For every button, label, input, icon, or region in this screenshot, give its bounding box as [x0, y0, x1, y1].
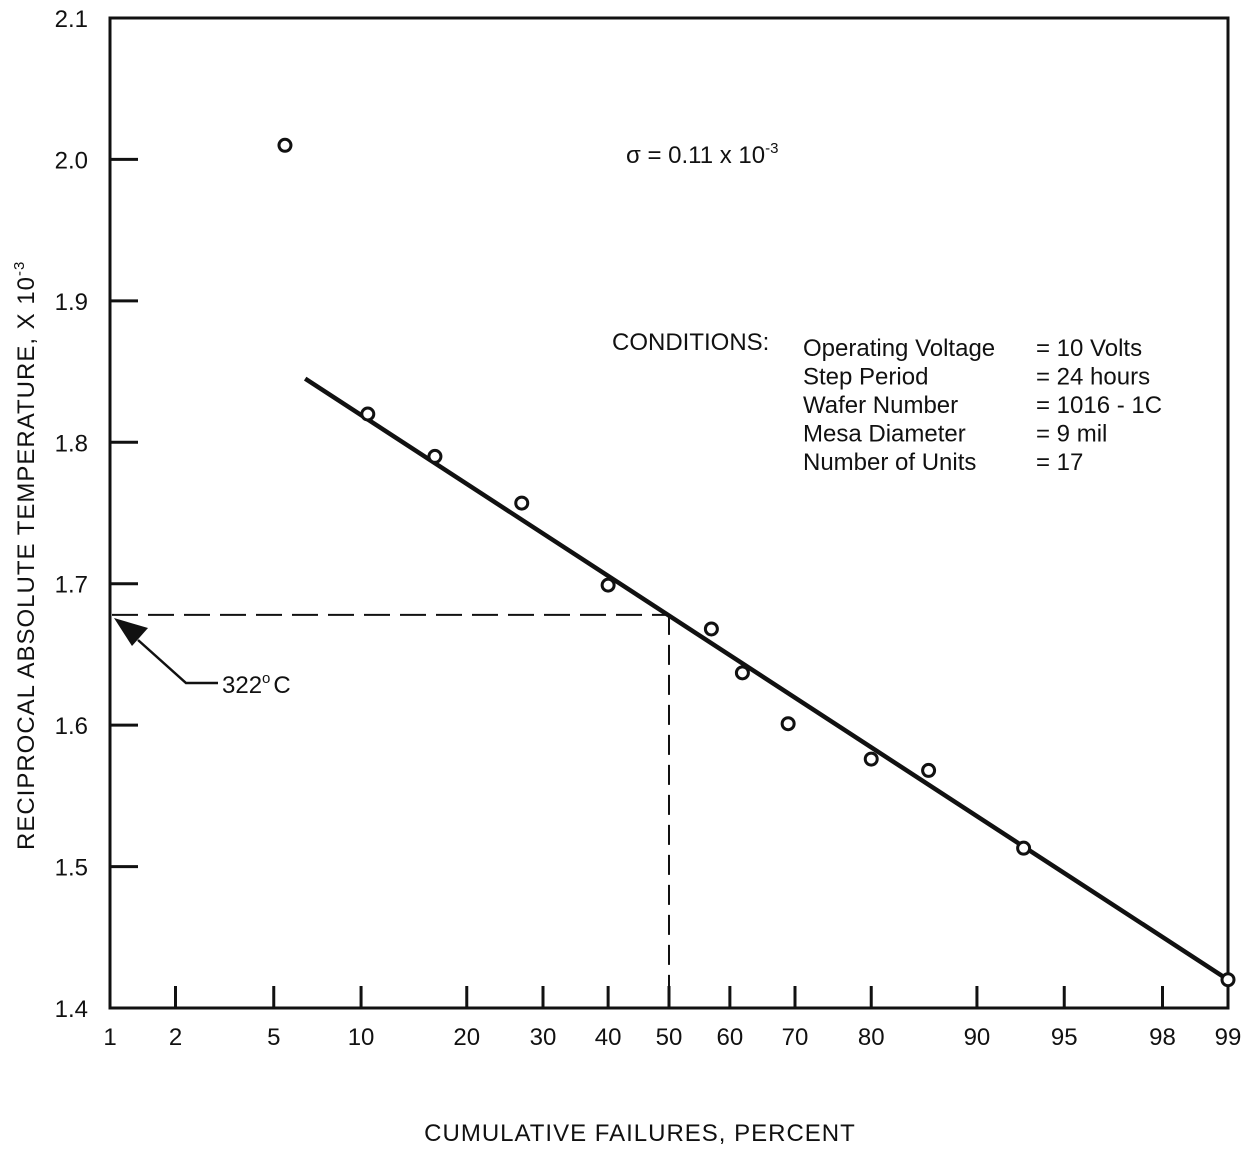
x-tick-label: 80 — [858, 1024, 885, 1051]
temperature-value: 322 — [222, 672, 262, 699]
y-axis-ticks: 1.4 1.5 1.6 1.7 1.8 1.9 2.0 2.1 — [55, 6, 138, 1023]
temperature-label: 322o C — [222, 670, 291, 699]
x-axis-ticks: 1 2 5 10 20 30 40 50 60 70 80 90 95 98 99 — [103, 986, 1241, 1051]
data-point — [703, 621, 719, 637]
data-point — [1016, 840, 1032, 856]
temperature-unit: C — [273, 672, 290, 699]
condition-name: Wafer Number — [803, 392, 958, 419]
condition-value: = 9 mil — [1036, 421, 1107, 448]
data-point — [427, 448, 443, 464]
y-axis-title: RECIPROCAL ABSOLUTE TEMPERATURE, X 10-3 — [11, 261, 40, 850]
data-point — [277, 137, 293, 153]
data-point — [514, 495, 530, 511]
y-tick-label: 1.5 — [55, 855, 88, 882]
y-tick-label: 1.9 — [55, 289, 88, 316]
x-tick-label: 40 — [595, 1024, 622, 1051]
x-axis-title: CUMULATIVE FAILURES, PERCENT — [424, 1120, 856, 1147]
y-tick-label: 1.8 — [55, 430, 88, 457]
x-tick-label: 99 — [1215, 1024, 1242, 1051]
data-point — [360, 406, 376, 422]
sigma-exponent: -3 — [765, 140, 778, 157]
fit-line-group — [303, 376, 1230, 982]
conditions-list: Operating Voltage = 10 Volts Step Period = … — [803, 335, 1162, 476]
x-tick-label: 30 — [530, 1024, 557, 1051]
y-tick-label: 1.4 — [55, 996, 88, 1023]
condition-value: = 24 hours — [1036, 364, 1150, 391]
data-point — [734, 665, 750, 681]
temperature-callout: 322o C — [114, 618, 291, 699]
x-tick-label: 20 — [453, 1024, 480, 1051]
callout-arrowhead — [114, 618, 148, 646]
condition-name: Number of Units — [803, 449, 976, 476]
data-point — [863, 751, 879, 767]
data-point — [780, 716, 796, 732]
reference-lines — [112, 613, 670, 1008]
data-point — [600, 577, 616, 593]
sigma-annotation: σ = 0.11 x 10-3 — [626, 140, 778, 169]
x-tick-label: 1 — [103, 1024, 116, 1051]
data-point — [921, 762, 937, 778]
y-axis-title-main: RECIPROCAL ABSOLUTE TEMPERATURE, X 10 — [13, 276, 40, 850]
callout-leader — [137, 639, 218, 685]
condition-value: = 1016 - 1C — [1036, 392, 1162, 419]
x-tick-label: 5 — [267, 1024, 280, 1051]
temperature-degree: o — [262, 670, 270, 687]
x-tick-label: 2 — [169, 1024, 182, 1051]
fit-line — [303, 376, 1230, 982]
y-tick-label: 2.1 — [55, 6, 88, 33]
x-tick-label: 50 — [656, 1024, 683, 1051]
y-tick-label: 2.0 — [55, 147, 88, 174]
condition-value: = 10 Volts — [1036, 335, 1142, 362]
condition-name: Mesa Diameter — [803, 421, 966, 448]
condition-name: Step Period — [803, 364, 928, 391]
y-tick-label: 1.7 — [55, 572, 88, 599]
y-axis-title-exponent: -3 — [11, 261, 28, 276]
x-tick-label: 60 — [717, 1024, 744, 1051]
y-tick-label: 1.6 — [55, 713, 88, 740]
data-points — [277, 137, 1236, 988]
x-tick-label: 10 — [348, 1024, 375, 1051]
condition-name: Operating Voltage — [803, 335, 995, 362]
conditions-heading: CONDITIONS: — [612, 329, 769, 356]
condition-value: = 17 — [1036, 449, 1083, 476]
x-tick-label: 70 — [782, 1024, 809, 1051]
x-tick-label: 95 — [1051, 1024, 1078, 1051]
sigma-text: σ = 0.11 x 10 — [626, 142, 765, 169]
x-tick-label: 98 — [1149, 1024, 1176, 1051]
x-tick-label: 90 — [964, 1024, 991, 1051]
data-point — [1220, 972, 1236, 988]
